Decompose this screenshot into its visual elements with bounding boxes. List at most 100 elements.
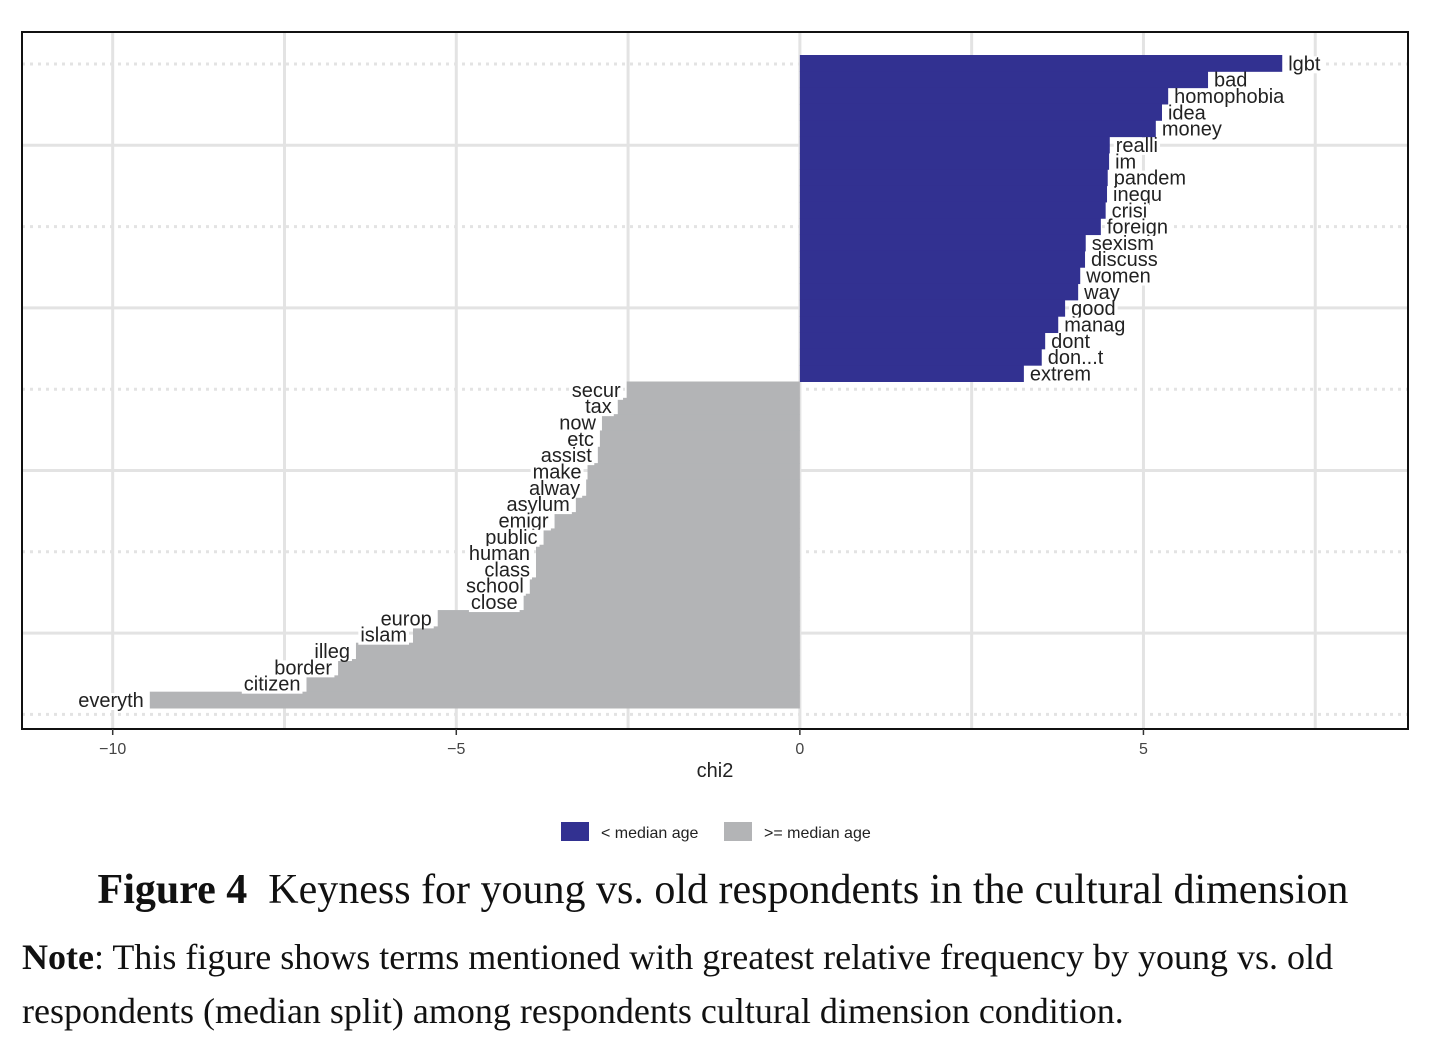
bar-label: women (1085, 266, 1150, 288)
bar-label: islam (360, 625, 407, 647)
x-tick-label: 0 (795, 741, 804, 758)
bar-label-background (463, 578, 526, 596)
bar-label: discuss (1091, 249, 1158, 271)
bar-bad (799, 71, 1209, 89)
bar-label-background (241, 676, 303, 694)
bar-label: now (559, 412, 596, 434)
bar-label: class (484, 559, 530, 581)
bar-label-background (272, 660, 335, 678)
bar-money (799, 120, 1156, 138)
bar-label-background (483, 529, 540, 547)
bar-label: everyth (78, 690, 144, 712)
bar-label-background (1062, 317, 1128, 335)
bar-label-background (496, 513, 551, 531)
bar-label: money (1162, 119, 1222, 141)
bar-label: extrem (1030, 364, 1091, 386)
keyness-chart: lgbt badhomophobiaideamoneyrealliimpandem… (21, 31, 1409, 842)
bar-emigr (554, 512, 800, 529)
bar-public (543, 528, 800, 546)
bar-label-background (1113, 137, 1161, 155)
note-text: : This figure shows terms mentioned with… (22, 937, 1334, 1031)
bar-label: idea (1168, 102, 1207, 124)
bar-label-background (1159, 121, 1224, 139)
x-tick-label: −10 (99, 741, 126, 758)
bar-label-background (312, 644, 352, 662)
bar-im (799, 152, 1110, 170)
bar-sexism (799, 234, 1086, 252)
bar-extrem (799, 365, 1024, 382)
bar-label-background (1083, 268, 1153, 286)
bar-label: manag (1064, 315, 1125, 337)
bar-label-background (1027, 366, 1094, 384)
bar-label-background (527, 480, 583, 498)
bar-label: human (469, 543, 530, 565)
bar-label: make (533, 461, 582, 483)
bar-label: europ (381, 608, 432, 630)
bar-etc (599, 430, 800, 448)
bar-asylum (575, 495, 800, 513)
bar-label-background (1286, 56, 1323, 74)
bar-label: way (1083, 282, 1120, 304)
x-axis-label: chi2 (697, 760, 734, 782)
bar-foreign (799, 218, 1101, 236)
bar-label-background (468, 595, 520, 613)
bar-good (799, 299, 1066, 317)
bar-class (535, 561, 800, 578)
bar-label-background (1212, 72, 1250, 90)
bar-don...t (799, 348, 1042, 366)
bar-realli (799, 136, 1110, 154)
x-tick-label: 5 (1139, 741, 1148, 758)
plot-border (21, 31, 1409, 730)
bar-label: crisi (1112, 200, 1148, 222)
bar-alway (586, 479, 800, 497)
bar-label: close (471, 592, 518, 614)
bar-women (799, 267, 1081, 285)
bar-make (587, 463, 800, 480)
bar-label-background (1109, 203, 1150, 221)
figure-note: Note: This figure shows terms mentioned … (22, 930, 1432, 1038)
figure-number: Figure 4 (97, 867, 248, 913)
bar-illeg (355, 642, 800, 660)
bar-border (338, 659, 800, 676)
bar-label: foreign (1107, 217, 1168, 239)
bar-label-background (504, 497, 572, 515)
bar-label: realli (1116, 135, 1158, 157)
bar-label: bad (1214, 70, 1247, 92)
legend-swatch-young (561, 822, 589, 841)
bar-label: tax (585, 396, 612, 418)
figure-title-text: Keyness for young vs. old respondents in… (247, 867, 1349, 913)
bar-label-background (1165, 105, 1209, 123)
bar-label: inequ (1113, 184, 1162, 206)
bar-school (529, 577, 800, 595)
bar-label-background (1089, 252, 1160, 270)
bar-human (535, 544, 800, 562)
bar-label-background (1049, 333, 1093, 351)
bar-dont (799, 332, 1046, 350)
bar-europ (437, 610, 800, 627)
bar-label: border (274, 657, 332, 679)
bar-label-background (538, 448, 595, 466)
bar-homophobia (799, 87, 1169, 105)
bar-assist (597, 446, 800, 464)
bar-label-background (358, 627, 409, 645)
bar-way (799, 283, 1079, 301)
bar-label-background (378, 611, 434, 629)
bar-label: school (466, 576, 524, 598)
figure-title: Figure 4 Keyness for young vs. old respo… (0, 866, 1446, 914)
bar-label: sexism (1092, 233, 1154, 255)
bar-label-background (1081, 284, 1122, 302)
bar-manag (799, 316, 1059, 334)
bar-now (601, 414, 800, 431)
bar-close (523, 593, 800, 611)
bar-label: pandem (1114, 168, 1186, 190)
bar-label-background (1172, 88, 1288, 106)
note-label: Note (22, 937, 94, 977)
legend-label-old: >= median age (764, 825, 871, 842)
bar-label: good (1071, 298, 1116, 320)
bar-label: dont (1051, 331, 1090, 353)
bar-label-background (1069, 301, 1118, 319)
bar-label-background (530, 464, 584, 482)
bar-crisi (799, 201, 1106, 219)
bar-label: etc (567, 429, 594, 451)
bar-label-background (1111, 186, 1164, 204)
